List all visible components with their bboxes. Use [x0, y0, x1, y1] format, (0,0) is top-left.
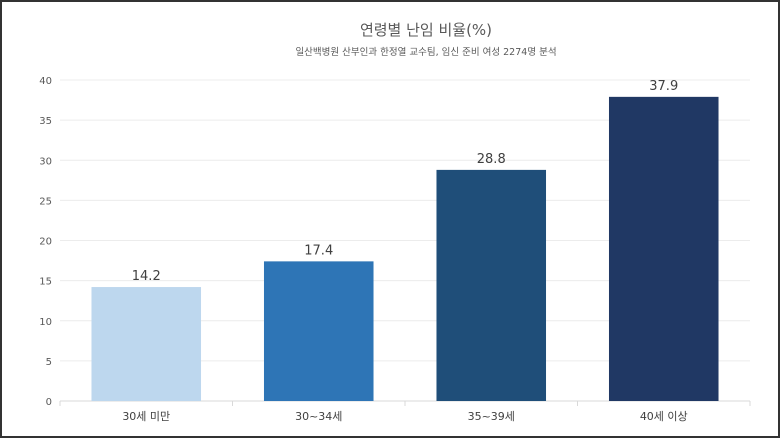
bar	[263, 261, 374, 401]
x-category-label: 40세 이상	[640, 410, 688, 423]
y-tick-label: 5	[46, 357, 52, 368]
chart-subtitle: 일산백병원 산부인과 한정열 교수팀, 임신 준비 여성 2274명 분석	[295, 46, 556, 58]
bar	[436, 169, 547, 401]
x-category-label: 30~34세	[295, 410, 342, 423]
y-tick-label: 35	[39, 116, 52, 127]
y-tick-label: 40	[39, 76, 52, 87]
data-label: 17.4	[304, 243, 333, 258]
y-tick-label: 10	[39, 317, 52, 328]
bar	[91, 287, 202, 401]
y-tick-label: 25	[39, 196, 52, 207]
data-label: 14.2	[132, 269, 161, 284]
x-category-label: 35~39세	[468, 410, 515, 423]
y-tick-label: 30	[39, 156, 52, 167]
chart-title: 연령별 난임 비율(%)	[360, 21, 492, 39]
y-tick-label: 0	[46, 397, 52, 408]
y-tick-label: 20	[39, 237, 52, 248]
x-category-label: 30세 미만	[122, 410, 170, 423]
data-label: 37.9	[649, 79, 678, 94]
data-label: 28.8	[477, 152, 506, 167]
y-tick-label: 15	[39, 277, 52, 288]
bar	[608, 96, 719, 401]
